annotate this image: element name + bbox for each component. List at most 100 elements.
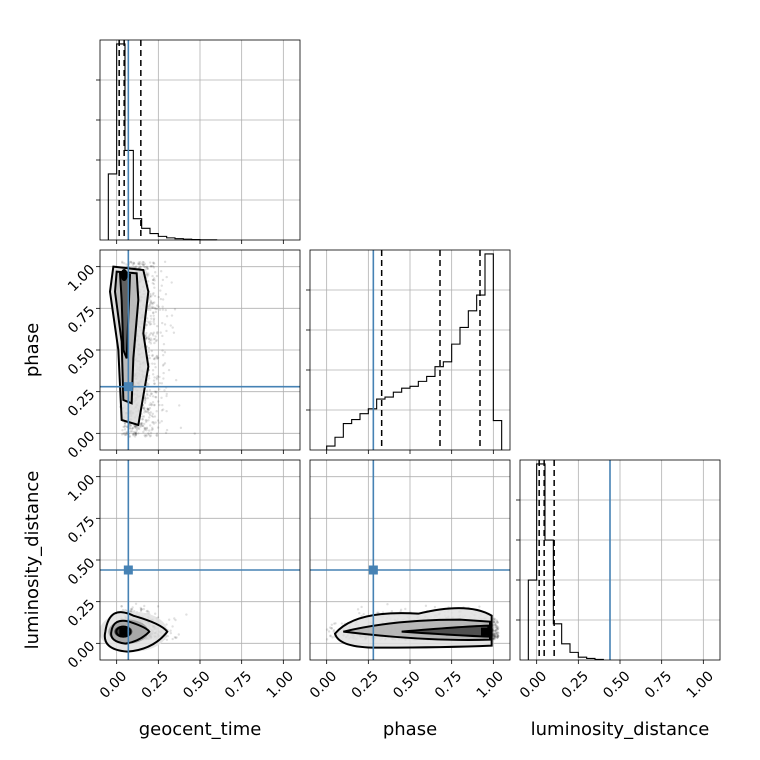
scatter-point xyxy=(152,262,156,265)
scatter-point xyxy=(161,353,165,357)
scatter-point xyxy=(492,636,495,640)
panel-content xyxy=(100,250,300,450)
scatter-point xyxy=(120,604,123,608)
scatter-point xyxy=(142,263,145,267)
contour-mid xyxy=(110,619,151,645)
scatter-point xyxy=(131,263,135,266)
scatter-point xyxy=(148,356,152,360)
scatter-point xyxy=(147,408,151,411)
scatter-point xyxy=(146,267,149,271)
scatter-point xyxy=(493,623,497,626)
scatter-point xyxy=(155,434,158,437)
scatter-point xyxy=(149,301,152,304)
scatter-point xyxy=(153,279,156,282)
scatter-point xyxy=(493,626,496,629)
scatter-point xyxy=(153,376,156,379)
x-axis-label-geocent_time: geocent_time xyxy=(139,719,262,740)
scatter-point xyxy=(493,634,496,637)
scatter-point xyxy=(150,349,153,353)
scatter-point xyxy=(152,277,156,280)
x-tick-label: 0.75 xyxy=(642,668,675,701)
scatter-point xyxy=(143,407,146,410)
scatter-point xyxy=(155,355,158,358)
scatter-point xyxy=(155,332,159,335)
scatter-point xyxy=(165,428,169,432)
scatter-point xyxy=(162,371,165,375)
contour-outer xyxy=(108,265,150,427)
scatter-point xyxy=(151,334,155,337)
scatter-point xyxy=(153,415,157,418)
scatter-point xyxy=(143,265,146,269)
scatter-point xyxy=(145,392,149,395)
scatter-point xyxy=(332,630,335,633)
scatter-point xyxy=(493,638,496,641)
scatter-point xyxy=(496,636,499,639)
scatter-point xyxy=(145,427,148,430)
scatter-point xyxy=(144,410,148,413)
scatter-point xyxy=(142,415,146,418)
scatter-point xyxy=(159,331,162,334)
x-tick-label: 0.00 xyxy=(97,668,130,701)
scatter-point xyxy=(153,358,156,361)
scatter-point xyxy=(494,631,498,635)
scatter-point xyxy=(148,340,151,344)
scatter-point xyxy=(148,295,152,299)
scatter-point xyxy=(151,274,154,278)
scatter-point xyxy=(120,433,124,436)
scatter-point xyxy=(153,362,156,366)
scatter-point xyxy=(165,394,168,398)
scatter-point xyxy=(494,635,497,638)
scatter-point xyxy=(158,403,161,407)
scatter-point xyxy=(152,266,156,269)
scatter-point xyxy=(151,412,155,416)
scatter-point xyxy=(125,263,128,266)
scatter-point xyxy=(141,263,145,266)
scatter-point xyxy=(160,409,164,412)
scatter-point xyxy=(141,424,144,428)
histogram-luminosity_distance xyxy=(527,463,604,660)
scatter-point xyxy=(143,427,147,430)
scatter-point xyxy=(130,609,133,612)
scatter-point xyxy=(145,324,148,327)
scatter-point xyxy=(147,273,150,277)
panel-hist-phase xyxy=(306,249,511,451)
scatter-point xyxy=(165,623,168,626)
scatter-point xyxy=(493,634,496,637)
scatter-point xyxy=(495,632,499,635)
scatter-point xyxy=(143,411,146,414)
x-tick-label: 0.25 xyxy=(349,668,382,701)
contour-mid xyxy=(113,270,140,405)
y-tick-label: 0.25 xyxy=(65,597,98,630)
scatter-point xyxy=(141,424,145,428)
scatter-point xyxy=(150,403,153,407)
scatter-point xyxy=(151,362,154,365)
scatter-point xyxy=(163,323,167,326)
scatter-point xyxy=(129,424,132,427)
scatter-point xyxy=(493,629,496,633)
scatter-point xyxy=(148,424,152,427)
scatter-point xyxy=(424,604,428,608)
scatter-point xyxy=(132,432,135,436)
scatter-point xyxy=(129,425,132,428)
scatter-point xyxy=(495,619,499,622)
scatter-point xyxy=(130,430,134,433)
scatter-point xyxy=(493,633,496,636)
scatter-point xyxy=(333,622,336,625)
axis-labels: geocent_time phase luminosity_distancephas… xyxy=(22,323,709,740)
scatter-point xyxy=(329,634,332,637)
scatter-point xyxy=(152,337,156,341)
scatter-point xyxy=(330,623,334,626)
scatter-point xyxy=(495,636,499,640)
x-tick-label: 0.50 xyxy=(180,668,213,701)
scatter-point xyxy=(156,357,159,360)
scatter-point xyxy=(149,299,153,303)
scatter-point xyxy=(155,354,159,358)
contour-inner xyxy=(118,272,132,359)
scatter-point xyxy=(145,428,148,432)
histogram-phase xyxy=(326,253,503,450)
scatter-point xyxy=(170,281,173,284)
contour-mid xyxy=(343,618,491,641)
scatter-point xyxy=(144,396,147,400)
scatter-point xyxy=(142,263,145,266)
scatter-point xyxy=(140,607,143,611)
